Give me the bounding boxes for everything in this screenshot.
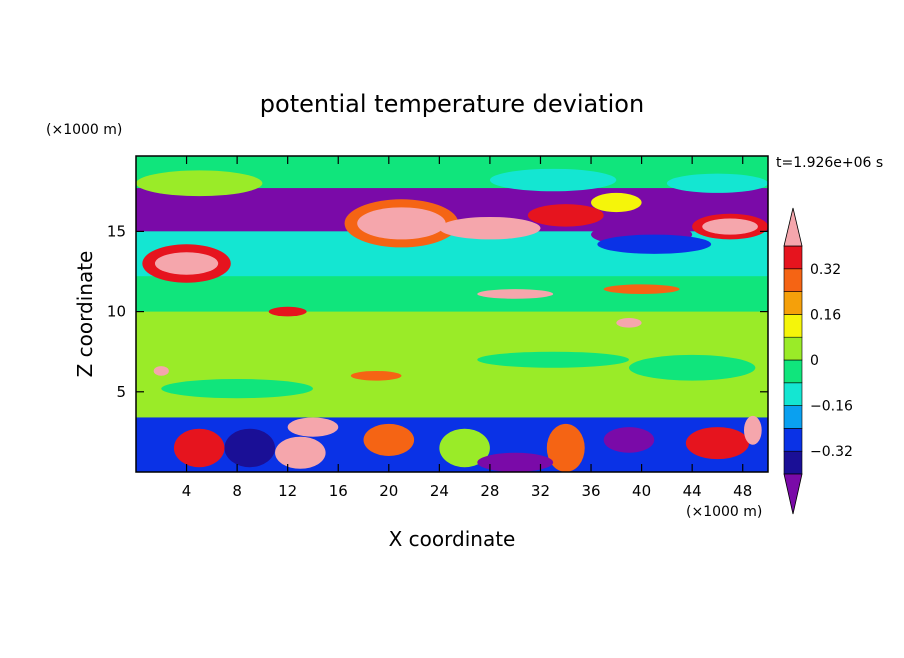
field-feature-25 (275, 436, 326, 469)
field-feature-12 (136, 170, 263, 197)
field-feature-24 (173, 428, 225, 468)
field-feature-4 (154, 252, 219, 275)
field-feature-19 (350, 370, 402, 381)
colorbar-segment-5 (783, 336, 803, 361)
plot-frame (135, 155, 769, 473)
field-feature-6 (702, 218, 758, 235)
field-feature-9 (591, 192, 642, 213)
colorbar-over-arrow (783, 207, 803, 247)
field-feature-22 (628, 354, 756, 381)
y-tick-label-15: 15 (107, 222, 126, 240)
field-feature-30 (685, 427, 750, 460)
colorbar: 0.32 0.16 0 −0.16 −0.32 (783, 207, 853, 515)
y-tick-label-10: 10 (107, 303, 126, 321)
x-tick-label-20: 20 (379, 482, 398, 500)
field-band-3 (136, 276, 768, 312)
colorbar-segment-6 (783, 314, 803, 338)
chart-title: potential temperature deviation (260, 90, 644, 118)
x-tick-label-16: 16 (329, 482, 348, 500)
field-feature-32 (477, 452, 554, 472)
x-unit-label: (×1000 m) (686, 504, 762, 520)
colorbar-segment-4 (783, 359, 803, 384)
x-axis-title: X coordinate (389, 527, 516, 551)
field-feature-28 (546, 423, 585, 472)
y-axis: 5 10 15 (107, 222, 768, 401)
colorbar-label-2: 0 (810, 353, 819, 369)
colorbar-segment-9 (783, 245, 803, 270)
field-feature-13 (527, 204, 604, 227)
time-label: t=1.926e+06 s (776, 155, 883, 171)
x-tick-label-8: 8 (232, 482, 242, 500)
field-feature-26 (363, 423, 415, 456)
field-feature-21 (161, 378, 313, 399)
x-tick-label-32: 32 (531, 482, 550, 500)
colorbar-segment-3 (783, 382, 803, 406)
colorbar-segment-7 (783, 291, 803, 315)
colorbar-segment-1 (783, 428, 803, 452)
field-feature-8 (597, 234, 712, 254)
field-feature-10 (666, 173, 768, 193)
field-feature-18 (153, 366, 169, 376)
field-feature-27 (439, 428, 490, 468)
field-feature-15 (603, 284, 680, 294)
x-axis: 4 8 12 16 20 24 28 32 36 40 44 48 (182, 156, 752, 500)
field-feature-33 (224, 428, 276, 468)
x-tick-label-12: 12 (278, 482, 297, 500)
x-tick-label-40: 40 (632, 482, 651, 500)
y-tick-label-5: 5 (116, 383, 126, 401)
colorbar-segment-0 (783, 450, 803, 475)
x-tick-label-36: 36 (581, 482, 600, 500)
plot-area (136, 156, 768, 472)
field-feature-1 (357, 207, 446, 240)
x-tick-label-28: 28 (480, 482, 499, 500)
x-tick-label-44: 44 (683, 482, 702, 500)
field-feature-16 (268, 306, 307, 317)
colorbar-label-3: −0.16 (810, 399, 853, 415)
colorbar-segment-8 (783, 268, 803, 292)
field-feature-2 (439, 216, 541, 240)
field-feature-17 (616, 318, 642, 328)
x-tick-label-24: 24 (430, 482, 449, 500)
y-unit-label: (×1000 m) (46, 122, 122, 138)
field-feature-31 (743, 415, 762, 445)
colorbar-label-4: −0.32 (810, 444, 853, 460)
x-tick-label-4: 4 (182, 482, 192, 500)
colorbar-under-arrow (783, 473, 803, 515)
colorbar-label-0: 0.32 (810, 262, 841, 278)
field-feature-20 (477, 351, 629, 368)
x-tick-label-48: 48 (733, 482, 752, 500)
field-feature-11 (489, 168, 617, 192)
colorbar-segment-2 (783, 405, 803, 429)
field-feature-14 (477, 289, 554, 299)
y-axis-title: Z coordinate (73, 251, 97, 378)
field-feature-29 (603, 427, 655, 453)
field-feature-23 (287, 417, 339, 437)
colorbar-label-1: 0.16 (810, 307, 841, 323)
